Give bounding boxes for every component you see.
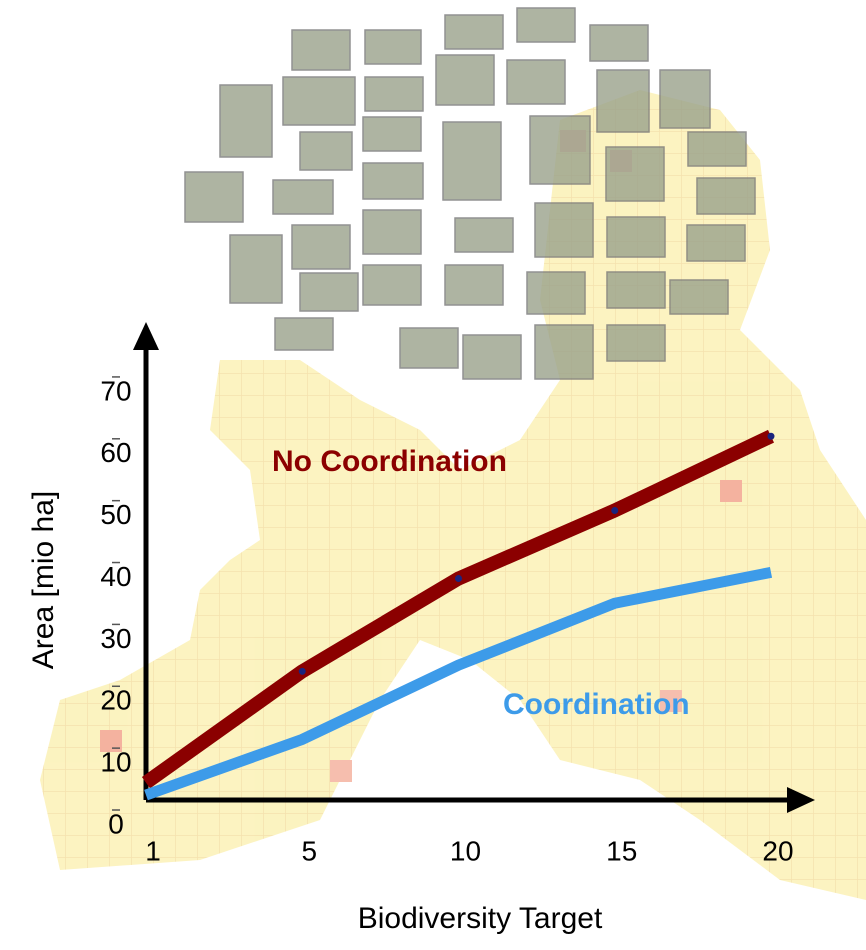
x-axis-label: Biodiversity Target <box>358 902 603 935</box>
series-label: No Coordination <box>272 437 512 487</box>
page: {"chart_data": {"type": "line", "x_label… <box>0 0 866 950</box>
x-tick-label: 20 <box>762 835 793 866</box>
y-tick-label: 40 <box>100 561 131 592</box>
series-label: Coordination <box>503 680 763 730</box>
y-axis-arrow <box>133 322 159 350</box>
y-tick-label: 10 <box>100 747 131 778</box>
point <box>611 507 618 514</box>
y-tick-label: 70 <box>100 375 131 406</box>
x-tick-label: 15 <box>606 835 637 866</box>
point <box>299 668 306 675</box>
y-tick-label: 0 <box>108 808 124 839</box>
y-tick-label: 60 <box>100 437 131 468</box>
point <box>455 575 462 582</box>
x-tick-label: 5 <box>301 835 317 866</box>
y-axis-label: Area [mio ha] <box>27 491 60 669</box>
point <box>768 433 775 440</box>
y-tick-label: 50 <box>100 499 131 530</box>
y-tick-label: 30 <box>100 623 131 654</box>
x-tick-label: 1 <box>145 835 161 866</box>
x-tick-label: 10 <box>450 835 481 866</box>
y-tick-label: 20 <box>100 685 131 716</box>
